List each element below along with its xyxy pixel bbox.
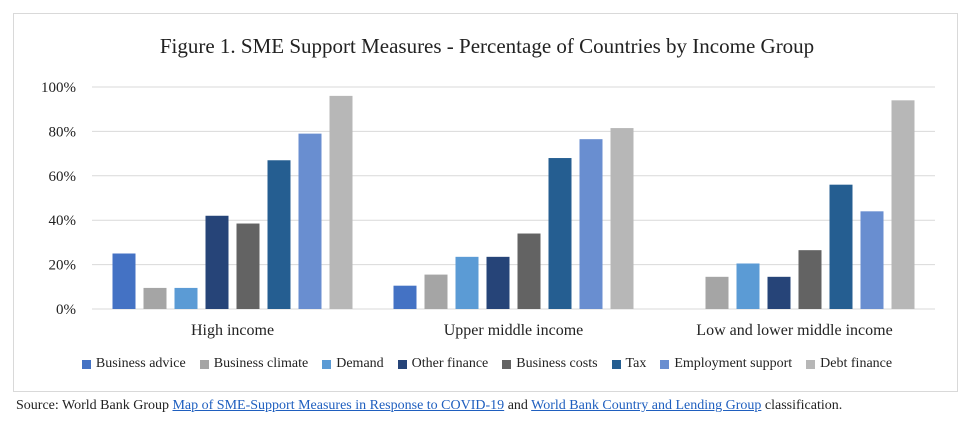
x-axis-categories: High income Upper middle income Low and lo…	[191, 322, 893, 339]
bar	[517, 233, 541, 309]
source-link-lending-group[interactable]: World Bank Country and Lending Group	[531, 398, 762, 413]
bar	[267, 160, 291, 309]
bar	[829, 184, 853, 309]
legend-swatch	[806, 359, 816, 369]
legend-label: Debt finance	[820, 356, 893, 371]
bar	[548, 158, 572, 309]
bar	[798, 250, 822, 309]
source-link-sme-map[interactable]: Map of SME-Support Measures in Response …	[172, 398, 505, 413]
legend-item: Other finance	[397, 356, 489, 372]
legend-label: Demand	[336, 356, 384, 371]
bar	[236, 223, 260, 309]
legend-label: Employment support	[674, 356, 793, 371]
bar	[705, 276, 729, 309]
bar	[393, 285, 417, 309]
gridlines	[92, 86, 935, 310]
legend-swatch	[199, 359, 209, 369]
x-category-label: Low and lower middle income	[696, 322, 892, 339]
source-middle: and	[504, 398, 532, 413]
bar	[424, 274, 448, 309]
bar	[767, 276, 791, 309]
legend-label: Tax	[625, 356, 647, 371]
legend-swatch	[397, 359, 407, 369]
bar	[174, 287, 198, 309]
bar	[860, 211, 884, 309]
source-suffix: classification.	[761, 398, 843, 413]
bar	[486, 256, 510, 309]
legend-item: Demand	[322, 356, 384, 372]
legend-item: Tax	[611, 356, 647, 372]
bar	[736, 263, 760, 309]
y-axis-ticks: 0% 20% 40% 60% 80% 100%	[41, 80, 76, 318]
legend-item: Business advice	[81, 356, 186, 372]
legend-item: Employment support	[660, 356, 792, 372]
bar	[455, 256, 479, 309]
source-note: Source: World Bank Group Map of SME-Supp…	[16, 398, 842, 414]
legend-label: Business costs	[516, 356, 598, 371]
chart-title: Figure 1. SME Support Measures - Percent…	[159, 34, 815, 58]
bars	[112, 95, 915, 309]
legend-swatch	[502, 359, 512, 369]
legend-swatch	[611, 359, 621, 369]
legend-label: Business advice	[95, 356, 186, 371]
bar	[298, 133, 322, 309]
x-category-label: Upper middle income	[444, 322, 584, 339]
chart-frame	[13, 13, 958, 392]
bar	[579, 139, 603, 309]
bar	[329, 95, 353, 309]
legend-item: Business climate	[199, 356, 309, 372]
y-tick-label: 40%	[49, 213, 77, 229]
x-category-label: High income	[191, 322, 274, 339]
y-tick-label: 80%	[49, 124, 77, 140]
bar	[891, 100, 915, 309]
y-tick-label: 20%	[49, 258, 77, 274]
legend-item: Business costs	[502, 356, 598, 372]
legend-swatch	[322, 359, 332, 369]
legend-label: Business climate	[213, 356, 309, 371]
legend: Business advice Business climate Demand Oth…	[0, 356, 974, 372]
bar	[610, 128, 634, 309]
legend-swatch	[660, 359, 670, 369]
bar	[205, 215, 229, 309]
bar	[143, 287, 167, 309]
legend-swatch	[81, 359, 91, 369]
legend-label: Other finance	[411, 356, 489, 371]
legend-item: Debt finance	[806, 356, 892, 372]
y-tick-label: 60%	[49, 169, 77, 185]
source-prefix: Source: World Bank Group	[16, 398, 173, 413]
y-tick-label: 100%	[41, 80, 76, 96]
y-tick-label: 0%	[56, 302, 76, 318]
bar	[112, 253, 136, 309]
